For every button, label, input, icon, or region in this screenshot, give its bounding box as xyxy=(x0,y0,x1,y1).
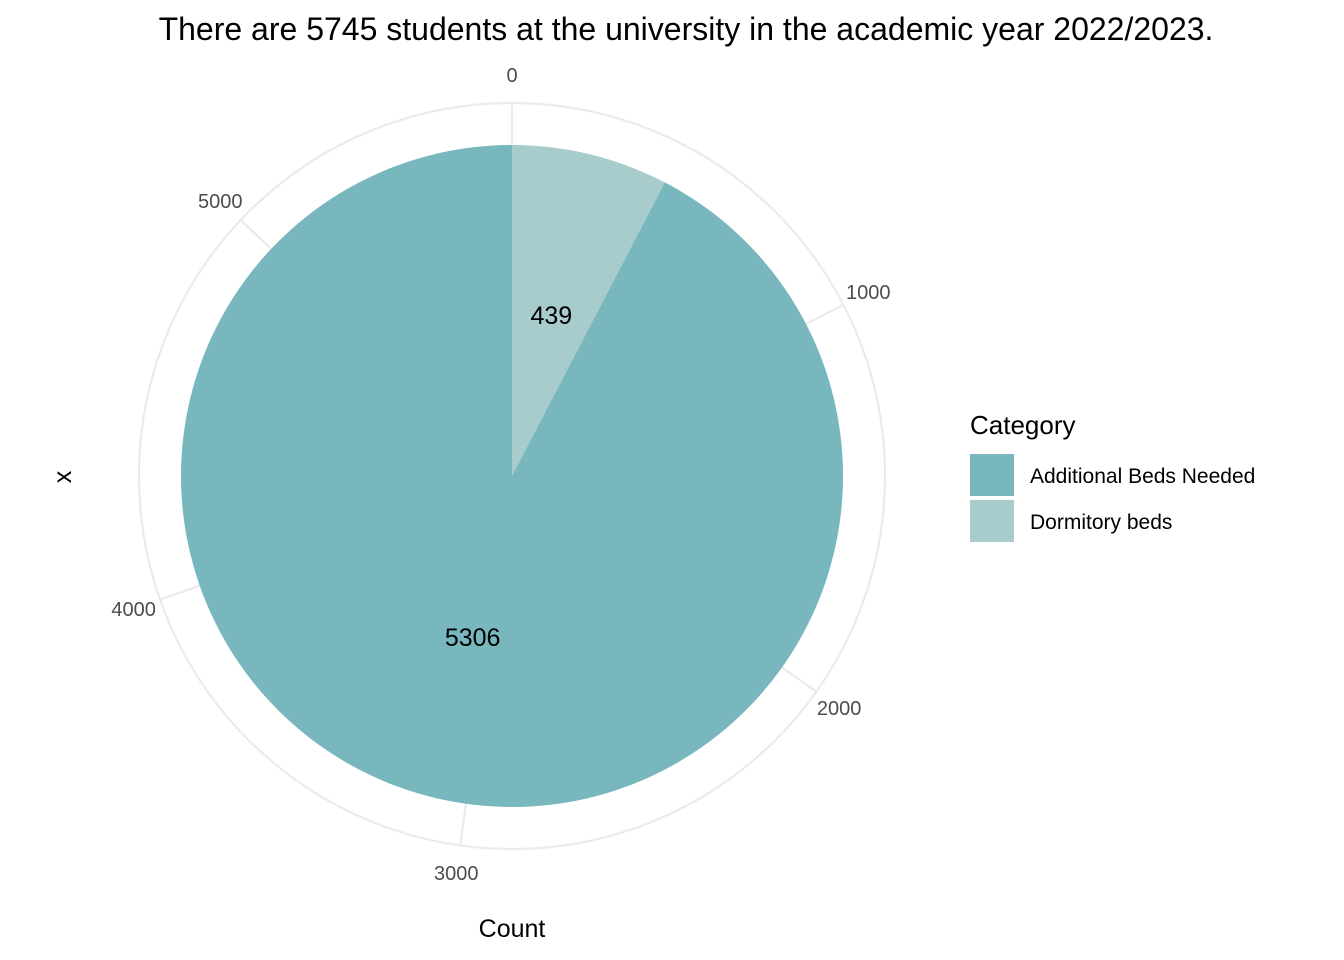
angular-tick-label: 5000 xyxy=(198,191,243,213)
grid-spoke xyxy=(781,666,817,693)
angular-tick-label: 2000 xyxy=(817,698,862,720)
polar-grid xyxy=(137,101,887,851)
pie-slice-dormitory-beds xyxy=(512,145,665,476)
pie-slices xyxy=(180,145,843,808)
grid-spoke xyxy=(159,584,201,601)
legend-swatch-additional-beds xyxy=(970,454,1014,496)
angular-tick-label: 1000 xyxy=(846,282,891,304)
legend-swatch-dormitory-beds xyxy=(970,500,1014,542)
grid-spoke xyxy=(239,219,272,250)
angular-tick-label: 4000 xyxy=(111,599,156,621)
x-axis-title: Count xyxy=(479,915,546,943)
angular-tick-label: 3000 xyxy=(434,863,479,885)
y-axis-title: x xyxy=(49,470,77,483)
slice-labels: 439 5306 xyxy=(445,302,572,652)
angular-ticks: 0 1000 2000 3000 4000 5000 xyxy=(111,65,890,885)
slice-value-label: 5306 xyxy=(445,624,501,652)
legend-label-dormitory-beds: Dormitory beds xyxy=(1030,511,1172,534)
slice-value-label: 439 xyxy=(530,302,572,330)
legend: Category Additional Beds Needed Dormitor… xyxy=(970,410,1255,542)
grid-spoke xyxy=(805,303,844,325)
chart-title: There are 5745 students at the universit… xyxy=(159,11,1214,47)
pie-slice-additional-beds-needed xyxy=(180,145,843,808)
angular-tick-label: 0 xyxy=(506,65,517,87)
grid-spoke xyxy=(459,803,468,846)
legend-title: Category xyxy=(970,410,1076,440)
legend-label-additional-beds: Additional Beds Needed xyxy=(1030,465,1255,488)
